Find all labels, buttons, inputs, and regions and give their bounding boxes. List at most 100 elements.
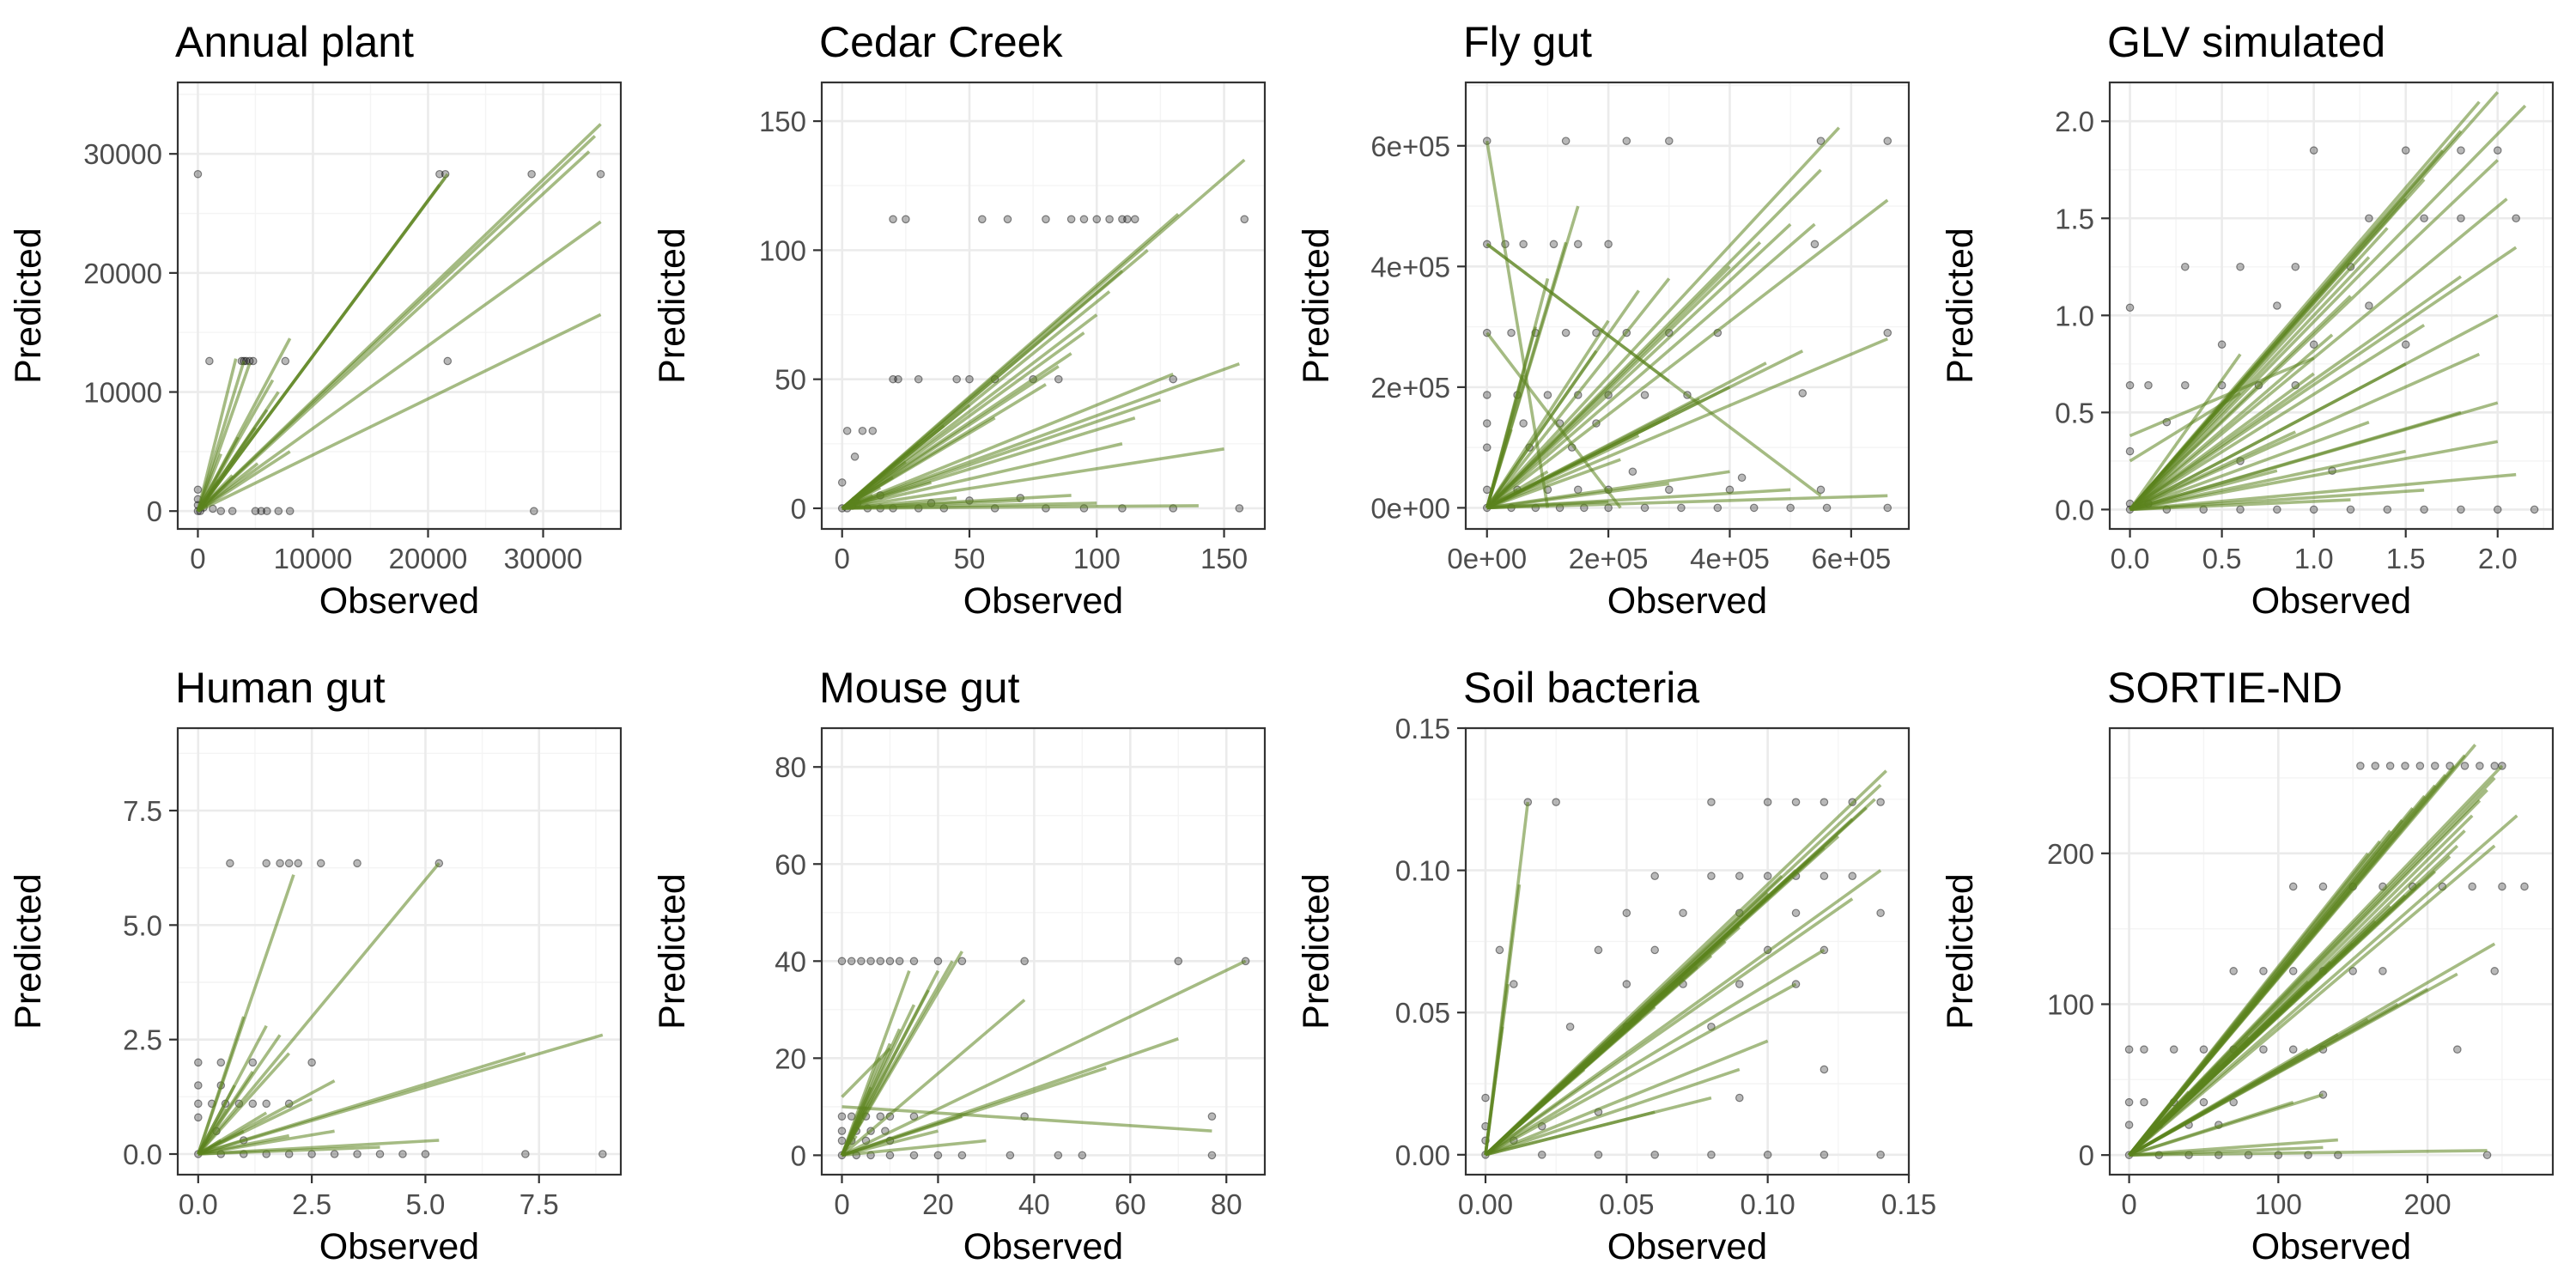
- data-point: [909, 1151, 919, 1160]
- data-point: [2453, 1045, 2462, 1054]
- data-point: [2199, 1097, 2208, 1107]
- series-line: [1485, 198, 1889, 509]
- series-line: [1486, 337, 1888, 510]
- data-point: [1679, 908, 1687, 918]
- data-point: [914, 374, 923, 384]
- y-tick-label: 5.0: [123, 909, 162, 941]
- y-tick-label: 1.5: [2055, 203, 2094, 234]
- series-line: [2129, 324, 2426, 511]
- data-point: [2371, 762, 2380, 770]
- x-tick-label: 50: [954, 543, 986, 574]
- data-point: [1079, 215, 1089, 224]
- data-point: [1820, 798, 1829, 806]
- panel-title: Mouse gut: [819, 664, 1020, 712]
- panel-border: [2108, 726, 2555, 1176]
- data-point: [2365, 214, 2373, 223]
- series-line: [841, 1115, 963, 1157]
- series-line: [2129, 353, 2242, 511]
- series-line: [1485, 349, 1598, 509]
- data-point: [2199, 1045, 2208, 1054]
- panel-title: Cedar Creek: [819, 18, 1063, 66]
- data-point: [837, 1127, 847, 1135]
- series-line: [2129, 295, 2352, 511]
- x-tick-label: 0.0: [179, 1188, 218, 1220]
- y-tick-label: 0.15: [1395, 713, 1450, 744]
- series-line: [196, 358, 238, 512]
- data-point: [1020, 957, 1029, 966]
- data-point: [521, 1150, 530, 1158]
- y-tick-label: 0.00: [1395, 1139, 1450, 1171]
- data-point: [885, 1151, 895, 1160]
- data-point: [894, 374, 902, 384]
- series-line: [2129, 472, 2517, 512]
- data-point: [933, 957, 943, 966]
- series-line: [841, 1047, 891, 1098]
- data-point: [1791, 908, 1801, 918]
- series-line: [841, 447, 1224, 510]
- data-point: [2125, 447, 2135, 456]
- x-tick-label: 30000: [504, 543, 583, 574]
- data-point: [858, 426, 867, 435]
- series-line: [2129, 469, 2278, 512]
- x-tick-label: 150: [1200, 543, 1248, 574]
- panel-border: [820, 726, 1267, 1176]
- series-line: [197, 1133, 290, 1156]
- data-point: [2273, 505, 2281, 514]
- y-tick-label: 6e+05: [1370, 131, 1450, 162]
- x-axis-title: Observed: [2251, 1226, 2411, 1267]
- series-line: [1486, 458, 1621, 510]
- data-layer: [2124, 744, 2529, 1159]
- series-line: [1485, 140, 1550, 508]
- y-axis-title: Predicted: [1296, 873, 1337, 1030]
- data-point: [263, 507, 271, 515]
- data-point: [2468, 882, 2476, 891]
- data-point: [2309, 505, 2318, 514]
- data-point: [1640, 391, 1649, 399]
- data-point: [1552, 798, 1560, 806]
- panel-background: [1466, 728, 1909, 1175]
- series-line: [1485, 265, 1731, 509]
- series-line: [1485, 434, 1640, 510]
- data-point: [2124, 1121, 2134, 1129]
- data-point: [1092, 215, 1102, 224]
- series-line: [2129, 420, 2370, 512]
- data-point: [2259, 967, 2268, 975]
- data-point: [284, 859, 294, 868]
- data-point: [2490, 967, 2500, 975]
- data-layer: [1481, 769, 1887, 1159]
- data-point: [530, 507, 538, 515]
- data-point: [1763, 872, 1772, 881]
- series-line: [2129, 1149, 2488, 1157]
- data-point: [2140, 1097, 2148, 1107]
- data-point: [2457, 505, 2465, 514]
- data-point: [1650, 945, 1660, 955]
- x-tick-label: 200: [2404, 1188, 2451, 1220]
- data-point: [2457, 214, 2465, 223]
- data-point: [1118, 215, 1127, 224]
- data-point: [2530, 505, 2539, 514]
- data-point: [1003, 215, 1012, 224]
- data-point: [1561, 137, 1571, 145]
- y-tick-label: 4e+05: [1370, 251, 1450, 283]
- y-tick-label: 50: [775, 364, 806, 396]
- data-point: [2490, 762, 2500, 770]
- series-line: [197, 313, 602, 513]
- y-tick-label: 40: [775, 945, 806, 977]
- series-line: [197, 1052, 290, 1156]
- data-point: [2288, 882, 2298, 891]
- data-point: [2125, 303, 2135, 313]
- panel-border: [1464, 726, 1911, 1176]
- y-axis-title: Predicted: [8, 873, 49, 1030]
- data-point: [353, 859, 361, 868]
- x-tick-label: 20000: [389, 543, 468, 574]
- data-point: [193, 485, 203, 495]
- data-point: [421, 1150, 430, 1158]
- data-point: [2288, 1045, 2298, 1054]
- series-line: [197, 1139, 222, 1156]
- data-point: [1677, 503, 1686, 513]
- data-point: [876, 1112, 885, 1121]
- data-point: [837, 1112, 847, 1121]
- data-point: [1240, 215, 1249, 224]
- data-point: [443, 356, 453, 366]
- series-line: [2129, 1145, 2324, 1157]
